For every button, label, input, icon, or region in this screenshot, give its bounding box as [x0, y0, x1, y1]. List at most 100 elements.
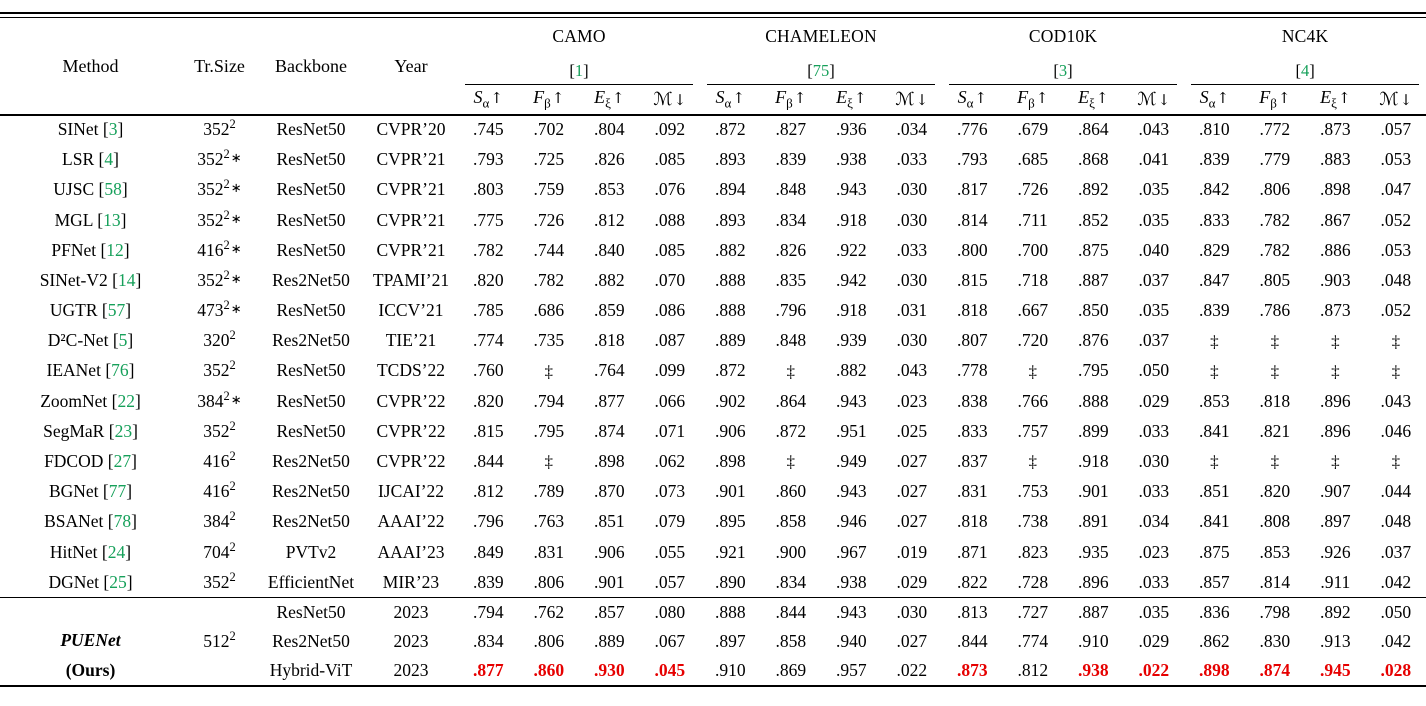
metric-value-cell: .029: [1138, 390, 1170, 411]
dataset-header-cod10k: COD10K: [1028, 26, 1098, 47]
method-cell: UJSC [58]: [53, 179, 128, 200]
metric-value-cell: .837: [956, 451, 988, 471]
metric-value-cell: .727: [1002, 597, 1064, 628]
year-cell: MIR’23: [382, 571, 440, 592]
metric-value-cell: .902: [714, 390, 746, 411]
citation-link[interactable]: 22: [117, 390, 135, 411]
metric-value-cell: .848: [775, 179, 807, 200]
metric-value-cell: .877: [593, 390, 625, 411]
metric-value-cell: .851: [593, 511, 625, 532]
citation-link[interactable]: 1: [574, 61, 584, 81]
metric-value-cell: .027: [896, 451, 928, 471]
metric-value-cell: .048: [1380, 511, 1412, 532]
metric-value-cell: .099: [654, 360, 686, 381]
citation-link[interactable]: 58: [104, 179, 122, 200]
backbone-cell: ResNet50: [276, 119, 346, 140]
metric-value-cell: ‡: [1270, 361, 1280, 381]
dataset-citation-camo: [1]: [458, 56, 700, 85]
citation-link[interactable]: 24: [107, 541, 126, 562]
method-cell: HitNet [24]: [49, 541, 132, 562]
metric-value-cell: .946: [835, 511, 867, 532]
metric-value-cell: ‡: [1391, 452, 1401, 472]
metric-value-cell: .935: [1077, 541, 1109, 562]
citation-link[interactable]: 78: [113, 511, 132, 532]
citation-link[interactable]: 13: [103, 209, 121, 230]
metric-value-cell: .744: [533, 239, 565, 260]
metric-value-cell: .888: [714, 300, 746, 321]
table-row: PFNet [12] 4162∗ ResNet50 CVPR’21 .782 .744 .8…: [0, 235, 1426, 265]
year-cell: CVPR’21: [376, 149, 446, 170]
method-cell: UGTR [57]: [49, 300, 132, 321]
metric-value-cell: .853: [1259, 541, 1291, 562]
metric-value-cell: .803: [472, 179, 504, 200]
metric-value-cell: .810: [1199, 119, 1230, 140]
metric-value-cell: .057: [1380, 119, 1412, 140]
method-cell: SegMaR [23]: [43, 420, 138, 441]
metric-value-cell: .829: [1199, 239, 1230, 260]
metric-value-cell: .867: [1320, 209, 1351, 230]
citation-link[interactable]: 3: [108, 119, 118, 140]
dataset-citation-cod10k: [3]: [942, 56, 1184, 85]
citation-link[interactable]: 4: [1300, 61, 1310, 81]
citation-link[interactable]: 27: [113, 451, 132, 471]
metric-value-cell: .053: [1380, 239, 1412, 260]
metric-value-cell: .893: [714, 149, 746, 170]
header-row-citations: [1] [75] [3] [4]: [0, 56, 1426, 85]
citation-link[interactable]: 75: [812, 61, 830, 81]
table-row: DGNet [25] 3522 EfficientNet MIR’23 .839 .806…: [0, 567, 1426, 597]
metric-value-cell: .679: [1017, 119, 1049, 140]
metric-value-cell: .896: [1320, 390, 1351, 411]
metric-value-cell: .936: [835, 119, 867, 140]
metric-value-cell: .066: [654, 390, 686, 411]
citation-link[interactable]: 57: [107, 300, 126, 321]
metric-value-cell: .907: [1320, 481, 1351, 502]
metric-value-cell: .685: [1017, 149, 1049, 170]
metric-value-cell: .778: [956, 360, 988, 381]
metric-value-cell: .043: [1380, 390, 1412, 411]
metric-value-cell: .899: [1077, 420, 1109, 441]
citation-link[interactable]: 77: [108, 481, 127, 502]
metric-value-cell: .896: [1077, 571, 1109, 592]
metric-value-cell: .718: [1017, 269, 1049, 290]
metric-value-cell: .812: [593, 209, 625, 230]
metric-value-cell: .874: [593, 420, 625, 441]
metric-value-cell: .886: [1320, 239, 1351, 260]
citation-link[interactable]: 23: [114, 420, 133, 441]
metric-value-cell: .793: [472, 149, 504, 170]
metric-value-cell-best: .045: [639, 656, 700, 688]
metric-value-cell: ‡: [1270, 331, 1280, 351]
metric-value-cell: .838: [956, 390, 988, 411]
metric-value-cell: .085: [654, 239, 686, 260]
metric-value-cell: .048: [1380, 269, 1412, 290]
metric-value-cell: .918: [835, 209, 867, 230]
metric-value-cell: ‡: [1270, 452, 1280, 472]
metric-value-cell-best: .873: [942, 656, 1003, 688]
metric-value-cell: .030: [896, 209, 928, 230]
method-cell: ZoomNet [22]: [40, 390, 141, 411]
col-header-backbone: Backbone: [258, 18, 364, 116]
metric-value-cell: .897: [714, 631, 746, 652]
metric-value-cell: .860: [775, 481, 807, 502]
metric-header-chameleon-f-beta: Fβ↑: [760, 84, 821, 116]
metric-value-cell: .025: [896, 420, 928, 441]
metric-value-cell: .035: [1138, 300, 1170, 321]
metric-value-cell: .839: [1199, 300, 1230, 321]
metric-value-cell: .883: [1320, 149, 1351, 170]
citation-link[interactable]: 3: [1058, 61, 1068, 81]
citation-link[interactable]: 4: [104, 149, 114, 170]
metric-value-cell: .763: [533, 511, 565, 532]
trsize-cell: 7042: [203, 539, 236, 562]
metric-value-cell: .857: [579, 597, 640, 628]
citation-link[interactable]: 25: [109, 571, 127, 592]
year-cell: CVPR’22: [376, 390, 446, 411]
citation-link[interactable]: 76: [111, 360, 129, 381]
metric-value-cell: .774: [472, 330, 504, 351]
year-cell: CVPR’21: [376, 239, 446, 260]
citation-link[interactable]: 12: [106, 239, 124, 260]
citation-link[interactable]: 14: [117, 269, 136, 290]
year-cell: CVPR’22: [376, 420, 446, 441]
metric-value-cell: .853: [593, 179, 625, 200]
year-cell: IJCAI’22: [377, 481, 445, 502]
citation-link[interactable]: 5: [118, 330, 128, 351]
